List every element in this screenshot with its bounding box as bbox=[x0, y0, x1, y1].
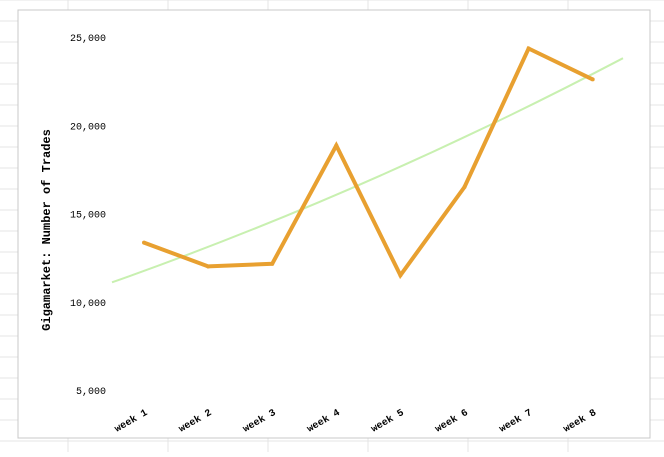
y-tick-label: 15,000 bbox=[70, 211, 106, 222]
y-tick-label: 10,000 bbox=[70, 299, 106, 310]
y-axis-ticks: 5,000 10,000 15,000 20,000 25,000 bbox=[70, 34, 106, 398]
y-tick-label: 25,000 bbox=[70, 34, 106, 45]
data-point bbox=[590, 77, 595, 82]
y-tick-label: 5,000 bbox=[76, 387, 106, 398]
data-point bbox=[142, 240, 146, 245]
plot-area bbox=[17, 9, 651, 439]
series-line bbox=[143, 45, 594, 280]
data-point bbox=[462, 185, 467, 190]
y-axis-label: Gigamarket: Number of Trades bbox=[40, 129, 54, 331]
data-point bbox=[526, 46, 531, 51]
data-point bbox=[398, 273, 403, 278]
series-layer bbox=[142, 45, 595, 280]
data-point bbox=[270, 261, 275, 266]
data-point bbox=[334, 143, 339, 148]
data-point bbox=[206, 264, 211, 269]
y-tick-label: 20,000 bbox=[70, 122, 106, 133]
